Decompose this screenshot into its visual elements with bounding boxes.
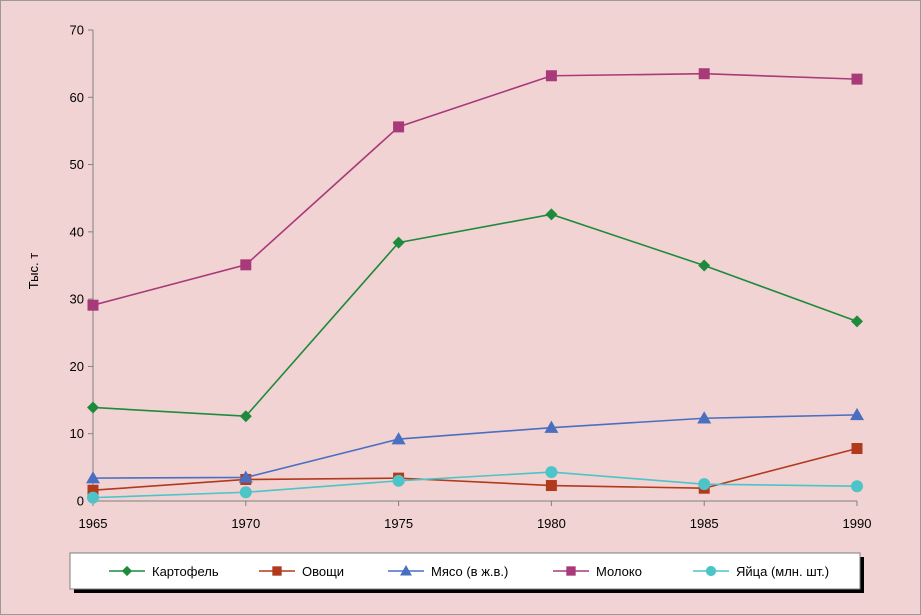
data-point: [392, 236, 405, 249]
legend-entry: Яйца (млн. шт.): [693, 564, 829, 579]
legend-label: Картофель: [152, 564, 219, 579]
data-point: [698, 259, 711, 272]
legend-entry: Молоко: [553, 564, 642, 579]
data-point: [87, 299, 99, 311]
data-point: [239, 486, 252, 499]
y-tick-label: 30: [70, 292, 84, 307]
data-point: [545, 208, 558, 221]
legend-label: Молоко: [596, 564, 642, 579]
series-line: [92, 447, 858, 492]
series-line: [92, 471, 858, 499]
data-point: [851, 73, 863, 85]
x-ticks: 1965 1970 1975 1980 1985 1990: [79, 501, 872, 531]
series-line: [92, 213, 858, 418]
data-point: [851, 443, 863, 455]
data-point: [240, 259, 252, 271]
data-point: [851, 480, 863, 493]
data-point: [545, 70, 557, 82]
data-point: [850, 407, 864, 421]
y-tick-label: 0: [77, 494, 84, 509]
series-5: [87, 466, 863, 504]
data-point: [392, 474, 405, 487]
x-tick-label: 1990: [843, 516, 872, 531]
series-4: [87, 68, 863, 311]
data-point: [239, 410, 252, 423]
x-tick-label: 1970: [231, 516, 260, 531]
legend-label: Овощи: [302, 564, 344, 579]
legend-marker: [121, 565, 133, 577]
axes: [92, 30, 857, 502]
data-point: [544, 420, 559, 433]
y-tick-label: 60: [70, 90, 84, 105]
legend-label: Мясо (в ж.в.): [431, 564, 508, 579]
data-point: [697, 411, 712, 424]
series-line: [92, 72, 858, 306]
x-tick-label: 1975: [384, 516, 413, 531]
legend-marker: [272, 566, 282, 576]
y-tick-label: 40: [70, 224, 84, 239]
legend-entry: Овощи: [259, 564, 344, 579]
data-point: [86, 471, 100, 484]
x-tick-label: 1985: [690, 516, 719, 531]
legend: Картофель Овощи Мясо (в ж.в.) Молоко Яйца (м…: [69, 552, 864, 593]
legend-entry: Картофель: [109, 564, 219, 579]
y-ticks: 0 10 20 30 40 50 60 70: [70, 23, 93, 509]
data-point: [87, 401, 99, 414]
legend-marker: [566, 566, 576, 576]
y-tick-label: 70: [70, 23, 84, 38]
x-tick-label: 1980: [537, 516, 566, 531]
data-point: [851, 315, 863, 328]
x-tick-label: 1965: [79, 516, 108, 531]
y-tick-label: 20: [70, 359, 84, 374]
legend-items: Картофель Овощи Мясо (в ж.в.) Молоко Яйца (м…: [109, 564, 829, 579]
series-layer: [86, 68, 864, 504]
series-1: [87, 208, 863, 423]
series-2: [87, 443, 863, 496]
legend-entry: Мясо (в ж.в.): [388, 564, 508, 579]
legend-label: Яйца (млн. шт.): [736, 564, 829, 579]
data-point: [698, 478, 711, 491]
data-point: [545, 480, 557, 492]
series-3: [86, 407, 864, 484]
data-point: [87, 484, 99, 496]
y-tick-label: 10: [70, 426, 84, 441]
data-point: [393, 121, 405, 133]
y-axis-title: Тыс. т: [26, 253, 41, 289]
data-point: [391, 432, 406, 445]
legend-marker: [705, 565, 717, 577]
data-point: [238, 470, 253, 483]
data-point: [87, 491, 99, 504]
series-line: [92, 414, 858, 479]
data-point: [698, 68, 710, 80]
data-point: [545, 466, 558, 479]
legend-marker: [400, 565, 412, 576]
y-tick-label: 50: [70, 157, 84, 172]
